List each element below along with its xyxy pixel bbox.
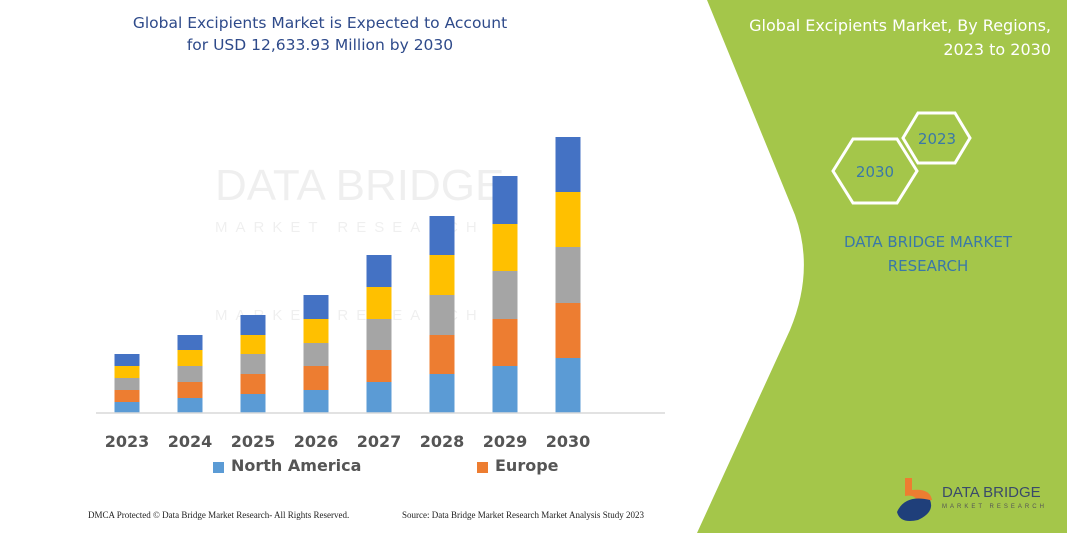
x-tick-2029: 2029 bbox=[483, 432, 528, 451]
bar-segment-2029-series-4 bbox=[492, 224, 518, 271]
legend-label-europe: Europe bbox=[495, 456, 559, 475]
bar-segment-2029-north-america bbox=[492, 366, 518, 413]
bars-group bbox=[114, 137, 581, 413]
x-tick-labels: 2023 2024 2025 2026 2027 2028 2029 2030 bbox=[105, 432, 591, 451]
footer-source: Source: Data Bridge Market Research Mark… bbox=[402, 510, 644, 520]
bar-segment-2023-series-3 bbox=[114, 378, 140, 390]
green-side-panel bbox=[697, 0, 1067, 533]
legend-swatch-europe bbox=[477, 462, 488, 473]
bar-segment-2025-north-america bbox=[240, 394, 266, 413]
bar-segment-2023-europe bbox=[114, 390, 140, 402]
bar-segment-2024-series-5 bbox=[177, 335, 203, 350]
hex-label-2023: 2023 bbox=[918, 130, 956, 148]
bar-segment-2027-series-5 bbox=[366, 255, 392, 287]
bar-segment-2024-europe bbox=[177, 382, 203, 398]
bar-segment-2028-europe bbox=[429, 335, 455, 374]
bar-segment-2026-series-3 bbox=[303, 343, 329, 366]
hex-label-2030: 2030 bbox=[856, 163, 894, 181]
bar-segment-2024-series-3 bbox=[177, 366, 203, 382]
side-panel-title: Global Excipients Market, By Regions, 20… bbox=[749, 16, 1051, 59]
bar-segment-2025-europe bbox=[240, 374, 266, 394]
bar-segment-2026-series-4 bbox=[303, 319, 329, 343]
bar-segment-2025-series-5 bbox=[240, 315, 266, 335]
brand-text: DATA BRIDGE MARKET RESEARCH bbox=[843, 233, 1013, 275]
svg-text:MARKET RESEARCH: MARKET RESEARCH bbox=[215, 219, 485, 236]
svg-text:MARKET RESEARCH: MARKET RESEARCH bbox=[942, 504, 1047, 510]
bar-segment-2030-north-america bbox=[555, 358, 581, 413]
bar-segment-2029-europe bbox=[492, 319, 518, 366]
bar-segment-2028-series-3 bbox=[429, 295, 455, 335]
bar-segment-2027-series-4 bbox=[366, 287, 392, 319]
bar-segment-2023-north-america bbox=[114, 402, 140, 413]
data-bridge-logo: DATA BRIDGE MARKET RESEARCH bbox=[897, 478, 1047, 521]
x-tick-2030: 2030 bbox=[546, 432, 591, 451]
watermark-logo: DATA BRIDGE MARKET RESEARCH MARKET RESEA… bbox=[215, 161, 504, 324]
x-tick-2026: 2026 bbox=[294, 432, 339, 451]
svg-text:DATA BRIDGE: DATA BRIDGE bbox=[942, 484, 1041, 501]
x-tick-2024: 2024 bbox=[168, 432, 213, 451]
bar-segment-2024-north-america bbox=[177, 398, 203, 413]
bar-segment-2026-north-america bbox=[303, 390, 329, 413]
bar-segment-2024-series-4 bbox=[177, 350, 203, 366]
bar-segment-2023-series-4 bbox=[114, 366, 140, 378]
bar-segment-2029-series-3 bbox=[492, 271, 518, 319]
bar-segment-2028-series-4 bbox=[429, 255, 455, 295]
x-tick-2023: 2023 bbox=[105, 432, 150, 451]
bar-segment-2025-series-4 bbox=[240, 335, 266, 354]
bar-segment-2027-europe bbox=[366, 350, 392, 382]
chart-title: Global Excipients Market is Expected to … bbox=[132, 14, 508, 54]
bar-segment-2028-series-5 bbox=[429, 216, 455, 255]
bar-segment-2026-europe bbox=[303, 366, 329, 390]
bar-segment-2026-series-5 bbox=[303, 295, 329, 319]
bar-segment-2030-series-4 bbox=[555, 192, 581, 247]
x-tick-2025: 2025 bbox=[231, 432, 276, 451]
legend-label-north-america: North America bbox=[231, 456, 362, 475]
x-tick-2027: 2027 bbox=[357, 432, 402, 451]
footer-copyright: DMCA Protected © Data Bridge Market Rese… bbox=[88, 510, 350, 520]
bar-segment-2027-series-3 bbox=[366, 319, 392, 350]
bar-segment-2029-series-5 bbox=[492, 176, 518, 224]
bar-segment-2027-north-america bbox=[366, 382, 392, 413]
hex-2030 bbox=[831, 137, 919, 205]
legend-swatch-north-america bbox=[213, 462, 224, 473]
bar-segment-2030-europe bbox=[555, 303, 581, 358]
x-tick-2028: 2028 bbox=[420, 432, 465, 451]
hex-2023 bbox=[901, 111, 972, 165]
svg-text:MARKET RESEARCH: MARKET RESEARCH bbox=[215, 307, 485, 324]
bar-segment-2025-series-3 bbox=[240, 354, 266, 374]
bar-segment-2030-series-3 bbox=[555, 247, 581, 303]
bar-segment-2028-north-america bbox=[429, 374, 455, 413]
bar-segment-2030-series-5 bbox=[555, 137, 581, 192]
svg-text:DATA BRIDGE: DATA BRIDGE bbox=[215, 161, 504, 210]
bar-segment-2023-series-5 bbox=[114, 354, 140, 366]
